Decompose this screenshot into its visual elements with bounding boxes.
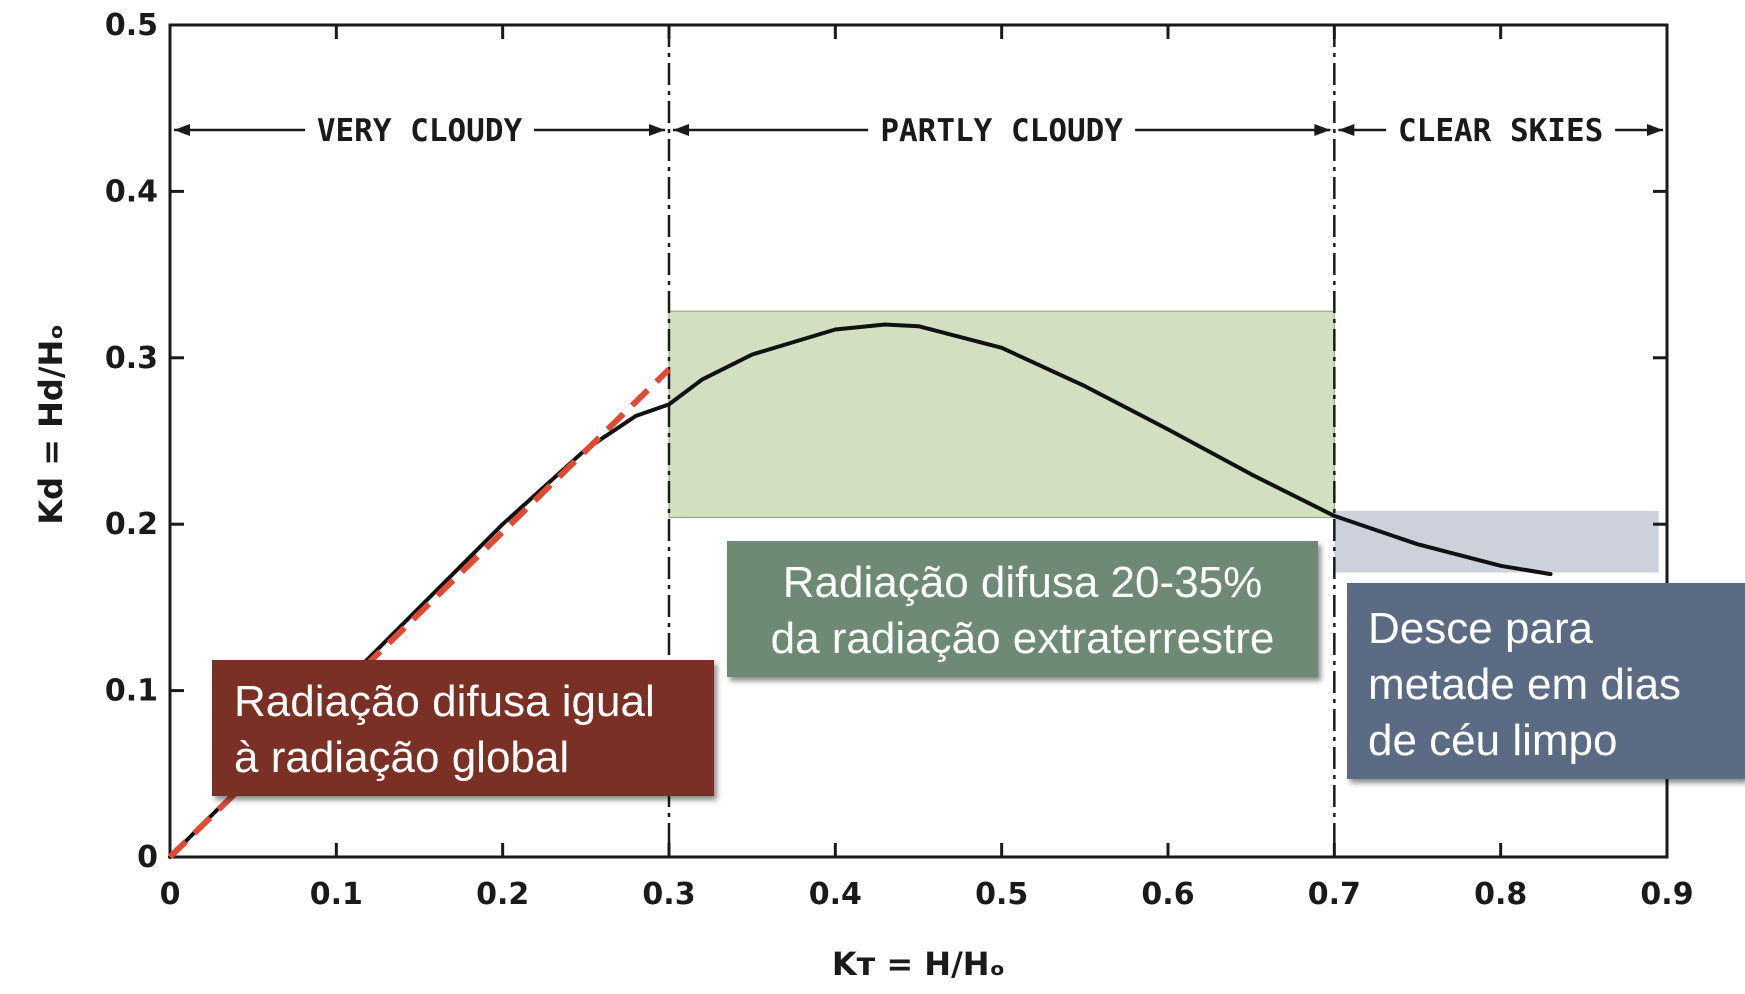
highlight-box [668,310,1335,519]
y-tick-label: 0.4 [105,174,158,209]
x-tick-label: 0.1 [310,877,363,912]
region-arrowhead [1314,124,1331,136]
plot-frame [168,23,1669,859]
x-tick-label: 0.7 [1308,877,1361,912]
x-tick-label: 0.6 [1141,877,1194,912]
annotation-line: da radiação extraterrestre [770,614,1275,663]
x-tick-label: 0.2 [476,877,529,912]
annotation-line: metade em dias [1368,660,1682,709]
region-arrowhead [1647,124,1663,136]
annotation-difusa-20-35: Radiação difusa 20-35% da radiação extra… [727,541,1318,677]
annotation-line: Radiação difusa 20-35% [782,558,1263,607]
x-tick-label: 0.3 [642,877,695,912]
annotation-difusa-igual: Radiação difusa igual à radiação global [212,660,714,796]
region-arrowhead [649,124,665,136]
y-axis-label: Kd = Hd/Hₒ [32,324,70,525]
region-arrowhead [673,124,689,136]
x-tick-label: 0.8 [1474,877,1527,912]
region-arrowhead [174,124,190,136]
annotation-line: Radiação difusa igual [234,677,655,726]
region-label: VERY CLOUDY [317,113,523,149]
annotation-line: Desce para [1368,604,1594,653]
y-tick-label: 0 [137,840,158,875]
y-tick-label: 0.1 [105,674,158,709]
y-tick-label: 0.5 [105,8,158,43]
highlight-box [1334,510,1659,573]
region-arrowhead [1338,124,1355,136]
y-tick-label: 0.3 [105,341,158,376]
data-curve [168,322,1553,859]
x-tick-label: 0.4 [809,877,862,912]
x-tick-label: 0.9 [1640,877,1693,912]
x-tick-label: 0.5 [975,877,1028,912]
annotation-line: de céu limpo [1368,716,1618,765]
y-tick-label: 0.2 [105,507,158,542]
region-label: CLEAR SKIES [1398,113,1603,149]
x-tick-label: 0 [160,877,181,912]
annotation-line: à radiação global [234,733,570,782]
region-label: PARTLY CLOUDY [880,113,1123,149]
annotation-ceu-limpo: Desce para metade em dias de céu limpo [1347,583,1745,779]
x-axis-label: Kᴛ = H/Hₒ [832,945,1005,983]
